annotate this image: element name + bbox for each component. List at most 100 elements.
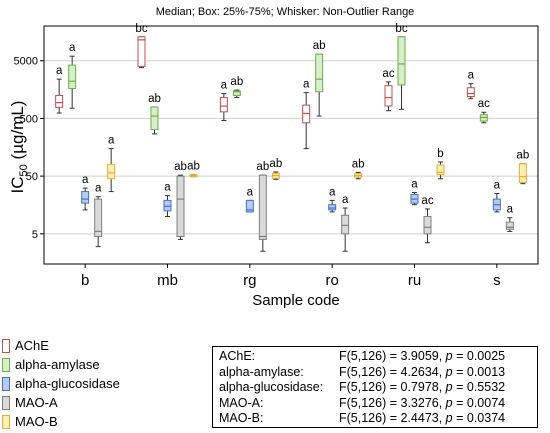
box-iqr	[397, 36, 406, 86]
box-alpha-amylase-rg	[232, 89, 241, 99]
box-mao-b-mb	[189, 174, 198, 178]
legend-label-mao-a: MAO-A	[15, 395, 58, 410]
anova-row-3: MAO-A: F(5,126) = 3.3276, p = 0.0074	[219, 396, 531, 412]
letter-alpha-glucosidase-b: a	[82, 174, 89, 186]
box-ache-s	[466, 83, 475, 100]
box-iqr	[107, 163, 116, 180]
legend: AChE alpha-amylase alpha-glucosidase MAO-A M…	[2, 336, 202, 431]
box-iqr	[68, 64, 77, 90]
y-tick-label-2: 500	[20, 113, 38, 125]
letter-ache-rg: a	[221, 80, 228, 92]
box-mao-b-ro	[354, 171, 363, 180]
box-mao-b-ru	[436, 161, 445, 180]
box-alpha-amylase-ru	[397, 36, 406, 110]
letter-alpha-amylase-ru: bc	[395, 23, 407, 35]
plot-area-frame	[43, 25, 539, 265]
y-axis-label: IC50 (µg/mL)	[8, 101, 30, 194]
legend-item-mao-a: MAO-A	[2, 393, 202, 412]
legend-label-mao-b: MAO-B	[15, 414, 58, 429]
box-iqr	[137, 36, 146, 67]
letter-alpha-amylase-b: a	[69, 42, 76, 54]
legend-swatch-mao-a	[2, 395, 10, 410]
letter-mao-a-mb: ab	[174, 161, 187, 173]
box-ache-rg	[219, 93, 228, 122]
box-iqr	[518, 163, 527, 183]
x-axis-label: Sample code	[252, 292, 340, 309]
x-tick-label-mb: mb	[157, 272, 178, 289]
y-axis-label-subscript: 50	[18, 164, 30, 176]
box-mao-a-rg	[258, 174, 267, 252]
box-iqr	[232, 90, 241, 96]
box-alpha-glucosidase-b	[81, 187, 90, 211]
box-mao-a-s	[505, 217, 514, 232]
x-tick-label-rg: rg	[243, 272, 256, 289]
letter-alpha-amylase-mb: ab	[148, 93, 161, 105]
box-mao-b-rg	[271, 171, 280, 180]
anova-row-label: MAO-A:	[219, 395, 264, 410]
legend-item-alpha-glucosidase: alpha-glucosidase	[2, 374, 202, 393]
letter-mao-b-s: ab	[516, 150, 529, 162]
anova-row-label: alpha-glucosidase:	[219, 380, 324, 394]
legend-swatch-mao-b	[2, 414, 10, 429]
legend-item-mao-b: MAO-B	[2, 412, 202, 431]
box-mao-a-ro	[341, 207, 350, 252]
box-iqr	[384, 85, 393, 107]
letter-mao-b-ru: b	[437, 148, 443, 160]
letter-alpha-glucosidase-ro: a	[329, 186, 336, 198]
anova-row-value: F(5,126) = 4.2634, p = 0.0013	[339, 364, 506, 379]
legend-item-ache: AChE	[2, 336, 202, 355]
anova-row-label: MAO-B:	[219, 411, 264, 425]
letter-ache-s: a	[468, 70, 475, 82]
letter-alpha-glucosidase-ru: a	[411, 179, 418, 191]
x-tick-label-ru: ru	[408, 272, 421, 289]
box-alpha-glucosidase-mb	[163, 195, 172, 217]
anova-row-0: AChE: F(5,126) = 3.9059, p = 0.0025	[219, 349, 531, 365]
letter-mao-a-ru: ac	[421, 195, 433, 207]
anova-row-4: MAO-B: F(5,126) = 2.4473, p = 0.0374	[219, 411, 531, 427]
letter-mao-a-ro: a	[342, 194, 349, 206]
box-iqr	[163, 199, 172, 212]
letter-mao-a-rg: ab	[256, 161, 269, 173]
box-ache-b	[55, 78, 64, 114]
letter-mao-b-b: a	[108, 135, 115, 147]
letter-alpha-glucosidase-s: a	[494, 180, 501, 192]
letter-ache-mb: bc	[135, 23, 147, 35]
y-axis-label-base: IC	[8, 176, 27, 193]
box-alpha-amylase-b	[68, 55, 77, 109]
letter-mao-b-mb: ab	[187, 161, 200, 173]
y-axis-label-units: (µg/mL)	[8, 101, 27, 165]
anova-row-value: F(5,126) = 2.4473, p = 0.0374	[339, 411, 506, 425]
x-axis: b mb rg ro ru s	[81, 264, 501, 289]
legend-label-ache: AChE	[15, 338, 49, 353]
y-tick-label-3: 5000	[14, 56, 38, 68]
x-tick-label-b: b	[81, 272, 89, 289]
box-iqr	[423, 215, 432, 235]
anova-row-2: alpha-glucosidase: F(5,126) = 0.7978, p =…	[219, 380, 531, 396]
y-tick-label-1: 50	[26, 171, 38, 183]
box-ache-mb	[137, 36, 146, 69]
box-iqr	[176, 175, 185, 237]
y-axis: 5 50 500 5000	[14, 56, 44, 241]
letter-ache-ro: a	[303, 79, 310, 91]
letter-mao-b-rg: ab	[269, 158, 282, 170]
box-mao-b-s	[518, 163, 527, 185]
legend-item-alpha-amylase: alpha-amylase	[2, 355, 202, 374]
anova-row-label: alpha-amylase:	[219, 364, 304, 379]
box-iqr	[466, 87, 475, 97]
y-tick-label-0: 5	[32, 229, 38, 241]
legend-swatch-ache	[2, 338, 10, 353]
box-mao-b-b	[107, 148, 116, 193]
box-alpha-amylase-ro	[315, 53, 324, 117]
box-iqr	[315, 53, 324, 93]
box-alpha-glucosidase-ro	[328, 199, 337, 213]
letter-mao-a-s: a	[507, 204, 514, 216]
anova-row-value: F(5,126) = 3.3276, p = 0.0074	[339, 395, 506, 410]
box-iqr	[219, 97, 228, 113]
chart-title: Median; Box: 25%-75%; Whisker: Non-Outli…	[156, 6, 415, 18]
legend-swatch-alpha-glucosidase	[2, 376, 10, 391]
x-tick-label-ro: ro	[325, 272, 338, 289]
anova-row-value: F(5,126) = 3.9059, p = 0.0025	[339, 349, 506, 363]
gridlines	[44, 60, 538, 235]
